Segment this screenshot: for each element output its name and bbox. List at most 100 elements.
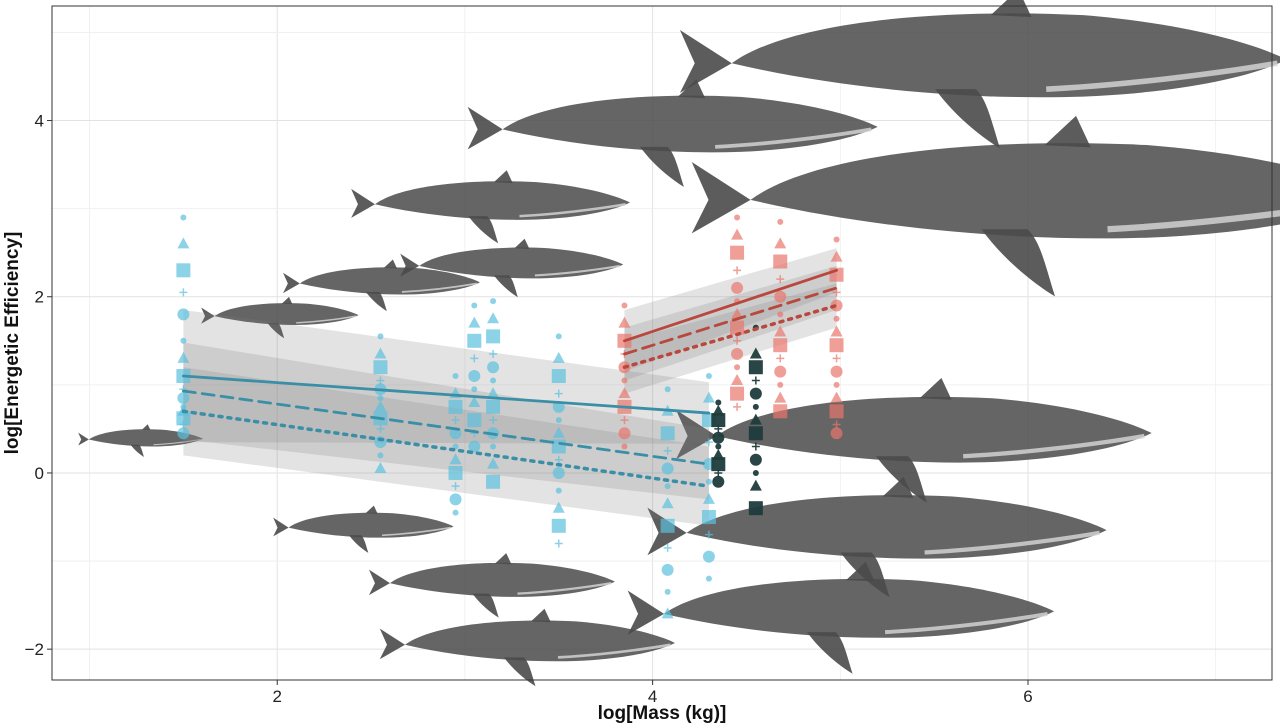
odontocetes-point xyxy=(664,483,671,490)
blue-whale-fluke xyxy=(691,162,751,234)
odontocetes-point xyxy=(661,462,674,475)
odontocetes-point xyxy=(177,427,190,440)
sperm-whale-dorsal-fin xyxy=(846,561,875,582)
sperm-whale-illustration xyxy=(627,561,1055,674)
odontocetes-point xyxy=(664,588,671,595)
odontocetes-point xyxy=(374,462,387,474)
blue-whale-body xyxy=(750,143,1280,239)
odontocetes-point xyxy=(177,237,190,249)
beaked-whale-3-dorsal-fin xyxy=(531,608,551,623)
odontocetes-point xyxy=(486,329,501,344)
beaked-whale-2-illustration xyxy=(368,553,615,618)
odontocetes-point xyxy=(377,452,384,459)
beaked-whale-3-body xyxy=(405,620,675,662)
mysticetes-point xyxy=(833,315,840,322)
odontocetes-point xyxy=(177,392,190,405)
false-killer-whale-belly xyxy=(401,282,477,293)
right-whale-dorsal-fin xyxy=(882,476,914,498)
mysticetes-point xyxy=(731,228,744,240)
mysticetes-point xyxy=(830,299,843,312)
odontocetes-point xyxy=(487,361,500,374)
sperm-whale-flipper xyxy=(807,632,853,674)
beaked-whale-1-dorsal-fin xyxy=(365,505,378,514)
fin-whale-fluke xyxy=(679,29,732,93)
odontocetes-point xyxy=(451,482,460,491)
odontocetes-point xyxy=(176,263,191,278)
mysticetes-point xyxy=(833,381,840,388)
odontocetes-point xyxy=(552,466,565,479)
mysticetes-point xyxy=(734,364,741,371)
dark-point xyxy=(752,469,759,476)
small-dolphin-flipper xyxy=(130,444,144,457)
mysticetes-band-dotted xyxy=(624,283,837,394)
mysticetes-point xyxy=(621,302,628,309)
mysticetes-point xyxy=(774,290,787,303)
mysticetes-point xyxy=(830,325,843,337)
mysticetes-point xyxy=(777,218,784,225)
odontocetes-point xyxy=(661,607,674,619)
odontocetes-point xyxy=(468,370,481,383)
dark-point xyxy=(749,453,762,466)
odontocetes-point xyxy=(376,376,385,385)
bowhead-whale-dorsal-fin xyxy=(919,377,952,400)
humpback-whale-flipper xyxy=(640,146,684,187)
beaked-whale-3-belly xyxy=(557,643,671,659)
sperm-whale-belly xyxy=(884,611,1048,635)
odontocetes-point xyxy=(448,399,463,414)
odontocetes-point xyxy=(180,214,187,221)
dark-point xyxy=(748,501,763,516)
pilot-whale-dorsal-fin xyxy=(281,296,293,305)
odontocetes-point xyxy=(486,399,501,414)
mysticetes-point xyxy=(833,236,840,243)
mysticetes-point xyxy=(773,254,788,269)
odontocetes-point xyxy=(373,360,388,375)
small-dolphin-body xyxy=(88,429,203,447)
dark-point xyxy=(748,360,763,375)
mysticetes-point xyxy=(618,316,631,328)
beaked-whale-2-belly xyxy=(517,581,612,595)
dark-point xyxy=(715,399,722,406)
odontocetes-point xyxy=(468,395,481,407)
beaked-whale-2-flipper xyxy=(472,593,499,618)
odontocetes-point xyxy=(555,417,562,424)
odontocetes-point xyxy=(704,438,713,447)
odontocetes-point xyxy=(702,550,715,563)
humpback-whale-fluke xyxy=(467,106,503,150)
odontocetes-point xyxy=(704,530,713,539)
odontocetes-point xyxy=(551,518,566,533)
minke-whale-dorsal-fin xyxy=(493,170,513,183)
humpback-whale-dorsal-fin xyxy=(677,79,706,99)
fin-whale-illustration xyxy=(679,0,1280,149)
blue-whale-flipper xyxy=(981,229,1056,297)
mysticetes-point xyxy=(618,427,631,440)
right-whale-belly xyxy=(924,530,1100,555)
beaked-whale-1-illustration xyxy=(273,505,454,553)
x-tick-label: 4 xyxy=(648,687,657,706)
mysticetes-point xyxy=(730,320,745,335)
axis-ticks: 2 4 6 −2 0 2 4 xyxy=(25,112,1033,706)
odontocetes-point xyxy=(452,443,459,450)
beaked-whale-2-body xyxy=(389,562,615,597)
blue-whale-illustration xyxy=(691,115,1280,297)
beaked-whale-3-illustration xyxy=(379,608,675,687)
mysticetes-point xyxy=(774,237,787,249)
dark-point xyxy=(749,413,762,425)
odontocetes-point xyxy=(452,373,459,380)
odontocetes-point xyxy=(449,453,462,465)
odontocetes-point xyxy=(705,575,712,582)
odontocetes-point xyxy=(452,509,459,516)
mysticetes-point xyxy=(832,420,841,429)
orca-flipper xyxy=(494,275,518,298)
beaked-whale-1-flipper xyxy=(349,535,369,553)
mysticetes-point xyxy=(731,348,744,361)
mysticetes-point xyxy=(621,443,628,450)
odontocetes-point xyxy=(661,497,674,509)
mysticetes-point xyxy=(777,311,784,318)
mysticetes-point xyxy=(618,387,631,399)
dark-point xyxy=(752,403,759,410)
mysticetes-point xyxy=(774,391,787,403)
mysticetes-point xyxy=(832,288,841,297)
bowhead-whale-belly xyxy=(963,433,1145,459)
pilot-whale-fluke xyxy=(201,307,215,324)
minke-whale-belly xyxy=(519,202,626,218)
